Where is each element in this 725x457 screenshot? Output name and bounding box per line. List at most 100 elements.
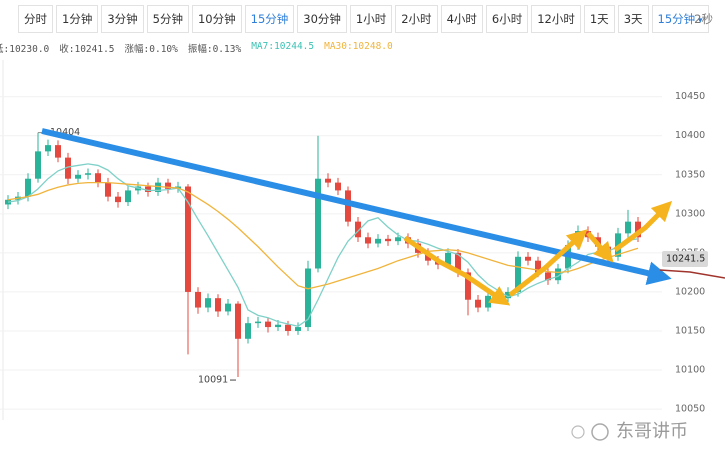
candle-body <box>245 323 251 339</box>
candle-body <box>305 268 311 328</box>
info-item: 振幅:0.13% <box>187 44 242 55</box>
info-item: MA30:10248.0 <box>324 41 393 52</box>
watermark-icon <box>571 425 585 439</box>
candle-body <box>355 221 361 238</box>
candle-body <box>85 173 91 175</box>
y-tick-label: 10150 <box>675 325 705 336</box>
price-tag-label: 10241.5 <box>666 254 705 265</box>
candle-body <box>75 174 81 179</box>
candle-body <box>455 252 461 273</box>
candle-body <box>265 321 271 328</box>
candle-body <box>555 268 561 281</box>
candle-body <box>365 237 371 244</box>
candle-body <box>95 173 101 183</box>
wave-arrow <box>508 229 588 297</box>
candle-body <box>535 260 541 273</box>
y-tick-label: 10350 <box>675 169 705 180</box>
timeframe-tab[interactable]: 3天 <box>617 5 649 33</box>
candle-body <box>255 321 261 324</box>
candle-body <box>235 303 241 339</box>
y-tick-label: 10300 <box>675 208 705 219</box>
y-tick-label: 10200 <box>675 286 705 297</box>
timeframe-tab[interactable]: 2小时 <box>395 5 438 33</box>
candle-body <box>215 298 221 312</box>
candle-body <box>55 145 61 158</box>
dropdown-label: 15分钟 <box>657 12 696 26</box>
candle-body <box>25 178 31 197</box>
candle-body <box>125 190 131 203</box>
ma-line <box>7 181 639 290</box>
candle-body <box>485 295 491 308</box>
info-item: 低:10230.0 <box>0 44 50 55</box>
wave-arrow <box>586 231 614 263</box>
dropdown-caret: ▾ <box>695 16 703 26</box>
info-item: 收:10241.5 <box>59 44 115 55</box>
candle-body <box>465 272 471 300</box>
candle-body <box>315 178 321 269</box>
candle-body <box>385 238 391 242</box>
candle-body <box>5 199 11 205</box>
candle-body <box>45 145 51 152</box>
watermark-icon <box>591 423 609 441</box>
refresh-interval[interactable]: 2秒 <box>694 12 713 26</box>
timeframe-tab[interactable]: 15分钟 <box>244 5 295 33</box>
y-tick-label: 10050 <box>675 404 705 415</box>
price-tag <box>662 251 708 267</box>
candle-body <box>335 182 341 191</box>
candle-body <box>475 299 481 308</box>
candle-body <box>525 256 531 261</box>
y-tick-label: 10400 <box>675 130 705 141</box>
candle-body <box>65 157 71 179</box>
candle-body <box>295 327 301 331</box>
candle-body <box>345 190 351 222</box>
candle-body <box>145 186 151 192</box>
toolbar: 分时 1分钟 3分钟 5分钟 10分钟 15分钟 30分钟 1小时 2小时 4小时 6小时 12小时 1… <box>18 5 709 33</box>
info-item: MA7:10244.5 <box>251 41 315 52</box>
watermark: 东哥讲币 <box>616 421 688 442</box>
candle-body <box>155 182 161 192</box>
candle-body <box>445 252 451 265</box>
candle-body <box>195 291 201 308</box>
candle-body <box>545 272 551 281</box>
timeframe-tab[interactable]: 5分钟 <box>146 5 189 33</box>
timeframe-tab[interactable]: 6小时 <box>485 5 529 33</box>
candle-body <box>395 237 401 242</box>
candle-body <box>625 221 631 234</box>
y-tick-label: 10100 <box>675 365 705 376</box>
wave-arrow <box>403 235 511 306</box>
timeframe-tab[interactable]: 分时 <box>18 5 53 33</box>
trend-arrow <box>41 128 672 285</box>
candle-body <box>35 151 41 179</box>
timeframe-tab[interactable]: 4小时 <box>440 5 483 33</box>
candle-body <box>165 182 171 189</box>
high-label: 10404 <box>50 127 80 138</box>
timeframe-tab[interactable]: 10分钟 <box>191 5 242 33</box>
low-label: 10091 <box>198 375 228 386</box>
candle-body <box>205 298 211 308</box>
candle-body <box>285 324 291 331</box>
candle-body <box>185 186 191 292</box>
y-tick-label: 10450 <box>675 91 705 102</box>
timeframe-tab[interactable]: 1小时 <box>349 5 393 33</box>
prev-line <box>659 269 725 279</box>
wave-arrow <box>613 200 673 253</box>
candle-body <box>325 178 331 183</box>
candle-body <box>515 256 521 292</box>
ma-line <box>7 163 639 327</box>
timeframe-tab[interactable]: 1天 <box>583 5 615 33</box>
candle-body <box>105 182 111 197</box>
candle-body <box>375 238 381 244</box>
info-item: 涨幅:0.10% <box>124 44 178 55</box>
timeframe-tab[interactable]: 30分钟 <box>297 5 347 33</box>
candle-body <box>635 221 641 238</box>
timeframe-dropdown[interactable]: 15分钟 ▾ <box>651 5 709 33</box>
timeframe-tab[interactable]: 1分钟 <box>56 5 99 33</box>
info-row: 低:10230.0 收:10241.5 涨幅:0.10% 振幅:0.13% MA7:10… <box>0 41 393 55</box>
timeframe-tab[interactable]: 3分钟 <box>101 5 144 33</box>
candle-body <box>115 196 121 203</box>
candle-body <box>225 303 231 312</box>
candle-body <box>275 324 281 328</box>
timeframe-tab[interactable]: 12小时 <box>531 5 581 33</box>
